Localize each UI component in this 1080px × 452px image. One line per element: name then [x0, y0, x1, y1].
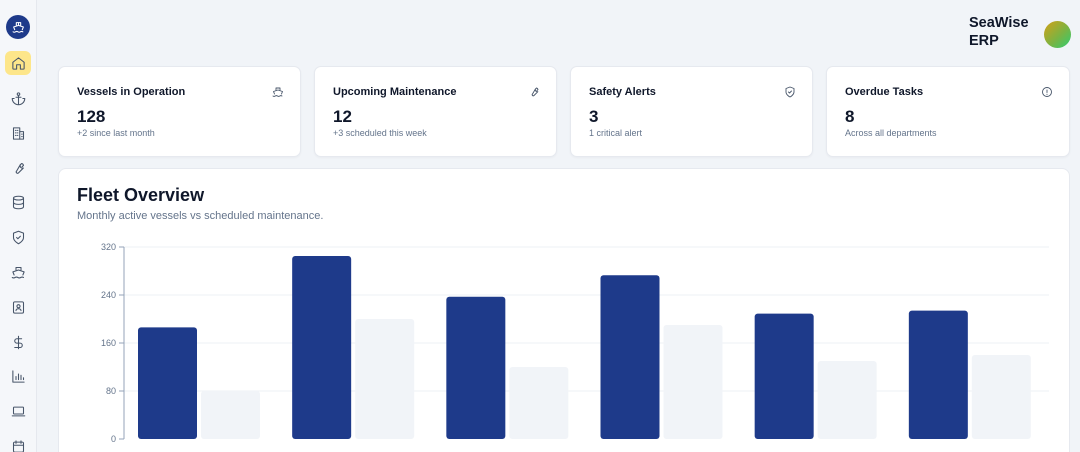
card-subtext: 1 critical alert: [589, 128, 643, 138]
app-logo[interactable]: [6, 15, 30, 39]
bar-series2-3: [509, 367, 569, 439]
panel-subtitle: Monthly active vessels vs scheduled main…: [77, 210, 324, 222]
contact-book-icon: [12, 300, 24, 314]
bar-series1-6: [908, 310, 968, 439]
anchor-icon: [11, 91, 25, 105]
panel-title: Fleet Overview: [77, 185, 205, 205]
ship-logo-icon: [12, 21, 24, 33]
card-title: Overdue Tasks: [845, 86, 924, 98]
bar-series2-1: [201, 391, 260, 439]
y-tick-label: 160: [101, 338, 116, 348]
fleet-overview-panel: Fleet Overview Monthly active vessels vs…: [58, 168, 1070, 452]
sidebar-item-maintenance[interactable]: [5, 156, 31, 180]
bar-series2-4: [663, 325, 723, 439]
bar-series2-2: [355, 319, 415, 439]
sidebar-item-database[interactable]: [5, 190, 31, 214]
ship-icon: [272, 87, 283, 97]
card-upcoming-maintenance[interactable]: Upcoming Maintenance 12 +3 scheduled thi…: [314, 66, 557, 157]
card-safety-alerts[interactable]: Safety Alerts 3 1 critical alert: [570, 66, 813, 157]
sidebar-item-safety[interactable]: [5, 225, 31, 249]
laptop-icon: [11, 406, 25, 416]
brand-line-2: ERP: [969, 33, 999, 49]
card-value: 128: [77, 107, 106, 126]
sidebar-item-reports[interactable]: [5, 364, 31, 388]
shield-icon: [785, 86, 795, 98]
calendar-icon: [12, 439, 24, 452]
card-subtext: +2 since last month: [77, 128, 155, 138]
user-avatar[interactable]: [1044, 21, 1071, 48]
y-tick-label: 80: [106, 386, 116, 396]
y-tick-label: 240: [101, 290, 116, 300]
database-icon: [12, 195, 24, 209]
sidebar-item-crew[interactable]: [5, 295, 31, 319]
card-value: 8: [845, 107, 855, 126]
sidebar: [0, 0, 37, 452]
brand-name: SeaWise ERP: [969, 14, 1029, 50]
bar-series1-4: [600, 275, 660, 439]
bar-series1-1: [138, 327, 197, 439]
sidebar-item-finance[interactable]: [5, 330, 31, 354]
y-tick-label: 320: [101, 242, 116, 252]
card-vessels-in-operation[interactable]: Vessels in Operation 128 +2 since last m…: [58, 66, 301, 157]
card-value: 3: [589, 107, 599, 126]
brand-line-1: SeaWise: [969, 15, 1029, 31]
sidebar-item-ports[interactable]: [5, 86, 31, 110]
bar-series2-6: [971, 355, 1031, 439]
card-title: Vessels in Operation: [77, 86, 186, 98]
ship-icon: [11, 266, 25, 278]
card-subtext: Across all departments: [845, 128, 937, 138]
alert-circle-icon: [1042, 87, 1052, 97]
sidebar-item-vessels[interactable]: [5, 260, 31, 284]
bar-series1-2: [292, 256, 352, 439]
sidebar-item-devices[interactable]: [5, 399, 31, 423]
shield-icon: [12, 230, 24, 244]
card-overdue-tasks[interactable]: Overdue Tasks 8 Across all departments: [826, 66, 1070, 157]
building-icon: [12, 126, 24, 140]
wrench-icon: [531, 87, 539, 97]
card-title: Upcoming Maintenance: [333, 86, 457, 98]
sidebar-item-calendar[interactable]: [5, 434, 31, 452]
wrench-icon: [15, 162, 24, 174]
y-tick-label: 0: [111, 434, 116, 444]
dollar-icon: [13, 335, 23, 349]
bar-series2-5: [817, 361, 877, 439]
sidebar-item-home[interactable]: [5, 51, 31, 75]
card-subtext: +3 scheduled this week: [333, 128, 427, 138]
bar-series1-3: [446, 296, 506, 439]
sidebar-item-offices[interactable]: [5, 121, 31, 145]
card-title: Safety Alerts: [589, 86, 656, 98]
card-value: 12: [333, 107, 352, 126]
home-icon: [11, 56, 25, 70]
bar-series1-5: [754, 313, 814, 439]
fleet-bar-chart: 0 80 160 240 320: [101, 242, 1049, 444]
bar-chart-icon: [11, 369, 25, 383]
